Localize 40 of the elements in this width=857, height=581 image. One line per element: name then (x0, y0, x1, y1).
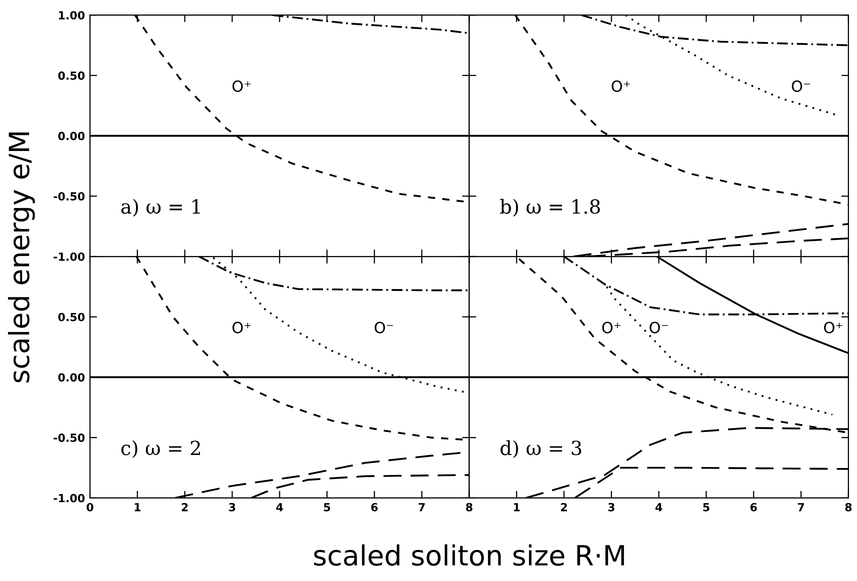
y-axis-title: scaled energy e/M (8, 132, 35, 382)
x-tick-label: 4 (655, 503, 662, 512)
annotation: a) ω = 1 (121, 198, 200, 217)
y-tick-label: 0.50 (58, 312, 85, 322)
x-tick-label: 6 (750, 502, 757, 512)
x-tick-label: 3 (229, 502, 236, 512)
annotation: O⁺ (232, 322, 251, 334)
x-tick-label: 2 (182, 502, 188, 512)
annotation: O⁻ (792, 80, 810, 92)
annotation: d) ω = 3 (500, 440, 582, 458)
annotation: O⁻ (374, 322, 393, 334)
y-tick-label: -0.50 (54, 434, 85, 442)
annotation: O⁺ (824, 322, 842, 334)
x-tick-label: 1 (134, 503, 140, 512)
x-tick-label: 6 (371, 502, 378, 512)
x-tick-label: 3 (608, 502, 614, 512)
x-tick-label: 7 (798, 503, 804, 512)
annotation: O⁻ (650, 322, 668, 334)
annotation: O⁺ (602, 322, 620, 334)
x-axis-title: scaled soliton size R·M (314, 544, 624, 566)
y-tick-label: 0.00 (58, 373, 85, 382)
x-tick-label: 5 (703, 503, 710, 512)
y-tick-label: 1.00 (58, 11, 85, 20)
x-tick-label: 1 (514, 503, 520, 512)
y-tick-label: -1.00 (54, 494, 85, 502)
x-tick-label: 2 (561, 502, 567, 512)
annotation: O⁺ (612, 80, 630, 92)
annotation: b) ω = 1.8 (500, 198, 600, 217)
x-tick-label: 0 (86, 502, 94, 512)
y-tick-label: -1.00 (54, 252, 85, 261)
x-tick-label: 4 (276, 503, 283, 512)
x-tick-label: 8 (845, 502, 852, 512)
annotation: c) ω = 2 (121, 440, 200, 458)
y-tick-label: 0.50 (58, 71, 85, 80)
y-tick-label: -0.50 (54, 192, 85, 201)
y-tick-label: 0.00 (58, 132, 85, 140)
x-tick-label: 8 (466, 502, 472, 512)
x-tick-label: 7 (418, 503, 425, 512)
annotation: O⁺ (232, 80, 251, 92)
x-tick-label: 5 (324, 503, 330, 512)
